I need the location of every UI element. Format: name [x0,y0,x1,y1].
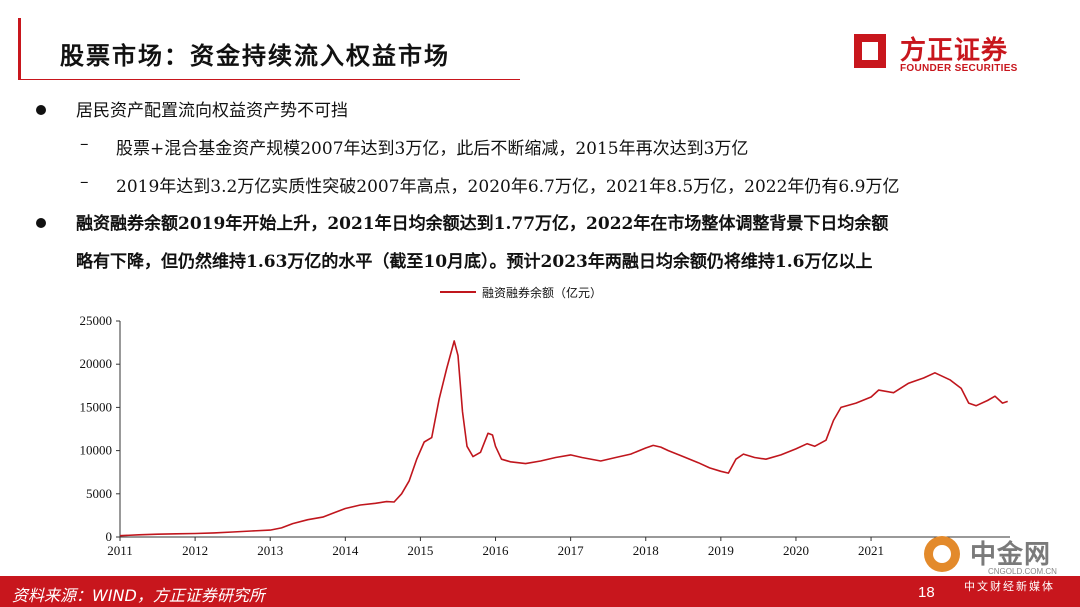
y-tick-label: 10000 [80,443,113,458]
bullet-1: 居民资产配置流向权益资产势不可挡 [76,101,348,121]
bullet-2-line-1: 融资融券余额2019年开始上升，2021年日均余额达到1.77万亿，2022年在… [76,214,889,234]
y-tick-label: 5000 [86,486,112,501]
bullet-2-line-2: 略有下降，但仍然维持1.63万亿的水平（截至10月底）。预计2023年两融日均余… [76,252,873,272]
x-tick-label: 2011 [107,543,133,558]
sub-bullet-2: 2019年达到3.2万亿实质性突破2007年高点，2020年6.7万亿，2021… [116,177,900,197]
x-tick-label: 2018 [633,543,659,558]
source-note: 资料来源：WIND，方正证券研究所 [12,586,265,605]
y-tick-label: 20000 [80,356,113,371]
title-bar: 股票市场：资金持续流入权益市场 [0,18,520,80]
sub-bullet-1: 股票+混合基金资产规模2007年达到3万亿，此后不断缩减，2015年再次达到3万… [116,139,749,159]
watermark-logo-icon [924,536,960,572]
margin-balance-chart: 0 5000 10000 15000 20000 25000 2011 2012 2013 201… [80,313,1010,558]
dash-icon: – [80,134,89,154]
series-line-margin-balance [119,340,1008,537]
x-tick-label: 2017 [558,543,585,558]
x-tick-label: 2019 [708,543,734,558]
y-tick-label: 0 [106,529,113,544]
legend-label: 融资融券余额（亿元） [482,286,603,300]
watermark-url: CNGOLD.COM.CN [988,567,1057,576]
y-tick-label: 15000 [80,399,113,414]
title-accent [18,18,21,80]
watermark-subtitle: 中文财经新媒体 [964,580,1055,593]
watermark-text: 中金网 [970,540,1052,570]
y-tick-label: 25000 [80,313,113,328]
x-tick-label: 2012 [182,543,208,558]
x-tick-label: 2020 [783,543,809,558]
page-number: 18 [918,584,935,601]
bullet-dot-icon [36,105,46,115]
x-tick-label: 2021 [858,543,884,558]
brand-logo: 方正证券 FOUNDER SECURITIES [848,30,1038,78]
x-tick-label: 2013 [257,543,283,558]
logo-text-en: FOUNDER SECURITIES [900,63,1018,74]
legend-swatch [440,291,476,293]
dash-icon: – [80,172,89,192]
title-rule [18,79,520,80]
page-title: 股票市场：资金持续流入权益市场 [60,42,450,70]
x-tick-label: 2015 [407,543,433,558]
footer-bar: 资料来源：WIND，方正证券研究所 18 [0,576,1080,607]
logo-text-cn: 方正证券 [900,36,1009,66]
x-tick-label: 2014 [332,543,359,558]
x-tick-label: 2016 [483,543,510,558]
watermark: 中金网 CNGOLD.COM.CN 中文财经新媒体 [924,534,1074,594]
founder-logo-icon [854,34,886,68]
bullet-dot-icon [36,218,46,228]
